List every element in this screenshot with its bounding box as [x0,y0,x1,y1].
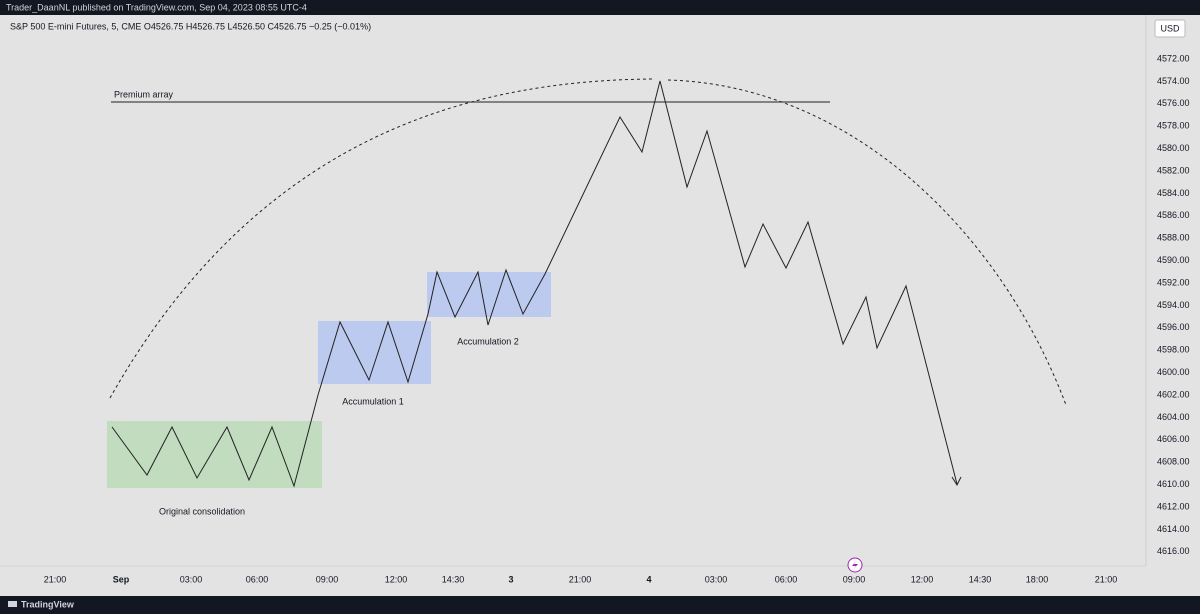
price-label: 4584.00 [1157,188,1190,198]
time-label: 3 [508,574,513,584]
price-label: 4600.00 [1157,367,1190,377]
price-label: 4614.00 [1157,524,1190,534]
time-label: 09:00 [843,574,866,584]
price-label: 4608.00 [1157,457,1190,467]
price-axis: 4572.00 4574.00 4576.00 4578.00 4580.00 4582.… [1157,53,1190,556]
price-label: 4580.00 [1157,143,1190,153]
price-label: 4598.00 [1157,345,1190,355]
price-label: 4574.00 [1157,76,1190,86]
price-label: 4586.00 [1157,210,1190,220]
time-label: 06:00 [775,574,798,584]
event-icon-bolt [852,560,858,570]
time-label: 03:00 [180,574,203,584]
brand-logo [8,601,17,607]
annotation: Premium array [114,89,174,99]
currency: USD [1160,23,1180,33]
price-label: 4592.00 [1157,277,1190,287]
brand: TradingView [21,599,75,609]
price-label: 4616.00 [1157,546,1190,556]
price-label: 4588.00 [1157,233,1190,243]
accumulation-box [318,321,431,384]
time-label: 12:00 [385,574,408,584]
arc [109,78,1067,406]
publisher-line: Trader_DaanNL published on TradingView.c… [6,2,307,12]
annotation: Original consolidation [159,506,245,516]
time-label: 21:00 [44,574,67,584]
time-label: 18:00 [1026,574,1049,584]
arrow-head [951,476,962,487]
currency-badge[interactable] [1154,19,1186,38]
time-label: 4 [646,574,651,584]
price-label: 4606.00 [1157,434,1190,444]
price-label: 4576.00 [1157,98,1190,108]
time-label: 14:30 [969,574,992,584]
accumulation-box [427,272,551,317]
price-label: 4612.00 [1157,501,1190,511]
annotation: Accumulation 1 [342,396,404,406]
time-label: 21:00 [1095,574,1118,584]
time-label: 03:00 [705,574,728,584]
time-label: 14:30 [442,574,465,584]
time-label: 09:00 [316,574,339,584]
time-label: 12:00 [911,574,934,584]
price-label: 4572.00 [1157,53,1190,63]
chart-area [0,15,1200,596]
price-label: 4596.00 [1157,322,1190,332]
symbol-legend: S&P 500 E-mini Futures, 5, CME O4526.75 … [10,21,371,31]
price-label: 4582.00 [1157,165,1190,175]
price-label: 4578.00 [1157,121,1190,131]
price-label: 4604.00 [1157,412,1190,422]
price-label: 4610.00 [1157,479,1190,489]
price-label: 4594.00 [1157,300,1190,310]
consolidation-box [107,421,322,488]
time-label: Sep [113,574,130,584]
price-path [111,80,958,488]
time-label: 06:00 [246,574,269,584]
annotation: Accumulation 2 [457,336,519,346]
time-label: 21:00 [569,574,592,584]
price-label: 4590.00 [1157,255,1190,265]
price-label: 4602.00 [1157,389,1190,399]
time-axis: 21:00 Sep 03:00 06:00 09:00 12:00 14:30 3 21:00 4… [44,574,1118,584]
